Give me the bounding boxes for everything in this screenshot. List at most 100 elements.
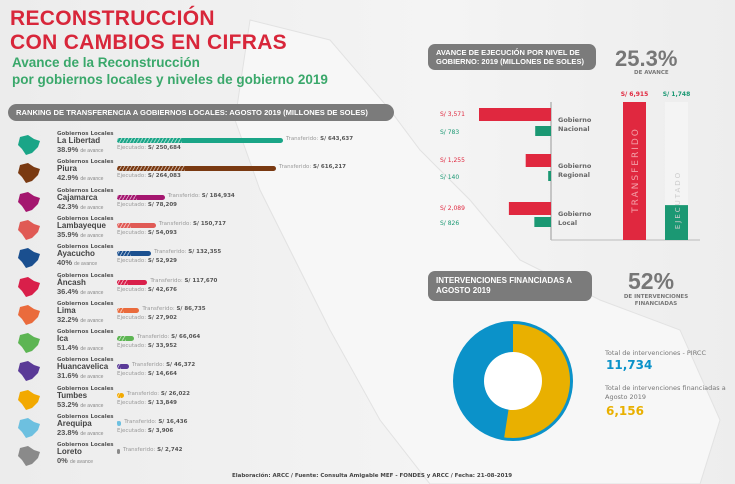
ejecutado-label: Ejecutado: S/ 42,676 (117, 286, 177, 293)
title-line1: RECONSTRUCCIÓN (10, 7, 215, 30)
region-name: Ayacucho (57, 249, 95, 259)
avance-label: DE AVANCE (634, 70, 669, 76)
group-label: Gobiernos Locales (57, 442, 114, 449)
ranking-row: Gobiernos Locales Lima 32.2% de avance T… (14, 301, 414, 330)
total-bar-label: TRANSFERIDO (631, 127, 641, 214)
transferido-label: Transferido: S/ 2,742 (123, 447, 183, 454)
avance-percent: 42.3% de avance (57, 201, 104, 211)
region-map-icon (18, 163, 40, 184)
transferido-label: Transferido: S/ 86,735 (142, 305, 206, 312)
financed-value: 6,156 (606, 404, 644, 418)
region-name: Cajamarca (57, 192, 98, 202)
avance-percent: 35.9% de avance (57, 229, 104, 239)
level-bar-label: S/ 783 (440, 129, 459, 136)
transferido-label: Transferido: S/ 46,372 (131, 362, 196, 369)
ranking-row: Gobiernos Locales Piura 42.9% de avance … (14, 159, 414, 188)
transferido-label: Transferido: S/ 616,217 (278, 164, 346, 171)
level-label: Regional (558, 171, 590, 179)
avance-percent: 25.3% (615, 46, 678, 71)
ejecutado-bar (117, 251, 131, 257)
ejecutado-label: Ejecutado: S/ 264,083 (117, 173, 181, 180)
region-name: La Libertad (57, 136, 101, 145)
avance-percent: 40% de avance (57, 258, 98, 268)
region-map-icon (18, 361, 40, 382)
region-name: Piura (57, 164, 78, 174)
ranking-row: Gobiernos Locales Cajamarca 42.3% de ava… (14, 188, 414, 217)
ranking-row: Gobiernos Locales Arequipa 23.8% de avan… (14, 414, 414, 443)
ejecutado-bar (117, 364, 121, 370)
ejecutado-bar (117, 336, 126, 342)
donut-hole (484, 352, 542, 410)
level-bar-ejecutado (534, 217, 551, 227)
ranking-row: Gobiernos Locales Áncash 36.4% de avance… (14, 273, 414, 302)
total-bar-value: S/ 1,748 (663, 91, 691, 98)
interventions-donut (453, 321, 573, 441)
ejecutado-label: Ejecutado: S/ 54,093 (117, 229, 177, 236)
ejecutado-bar (117, 421, 118, 426)
subtitle: Avance de la Reconstrucción por gobiernos… (12, 55, 328, 87)
ejecutado-bar (117, 222, 131, 228)
interventions-title: INTERVENCIONES FINANCIADAS A AGOSTO 2019 (428, 271, 592, 301)
interventions-percent-label: DE INTERVENCIONES FINANCIADAS (623, 294, 689, 307)
total-bar-label: EJECUTADO (674, 171, 682, 229)
interventions-percent: 52% (628, 268, 675, 294)
level-label: Gobierno (558, 210, 592, 218)
avance-percent: 53.2% de avance (57, 399, 104, 409)
level-bar-label: S/ 1,255 (440, 157, 465, 164)
region-name: Huancavelica (57, 362, 109, 372)
title-line2: CON CAMBIOS EN CIFRAS (10, 31, 287, 54)
group-label: Gobiernos Locales (57, 357, 114, 364)
avance-percent: 31.6% de avance (57, 371, 104, 381)
total-bar-ejecutado (665, 205, 688, 240)
transferido-label: Transferido: S/ 66,064 (137, 334, 201, 341)
transferido-label: Transferido: S/ 643,637 (286, 136, 354, 142)
avance-percent: 51.4% de avance (57, 343, 104, 353)
region-map-icon (18, 418, 40, 438)
group-label: Gobiernos Locales (57, 215, 114, 222)
ejecutado-bar (117, 194, 138, 200)
group-label: Gobiernos Locales (57, 159, 114, 166)
footer-source: Elaboración: ARCC / Fuente: Consulta Ami… (232, 473, 513, 479)
transferido-bar (117, 336, 135, 342)
region-map-icon (18, 389, 40, 410)
transferido-bar (117, 307, 140, 313)
region-name: Lima (57, 305, 76, 315)
transferido-bar (117, 166, 276, 172)
ejecutado-label: Ejecutado: S/ 52,929 (117, 258, 177, 265)
level-bar-transferido (508, 202, 551, 215)
transferido-bar (117, 251, 152, 257)
ranking-row: Gobiernos Locales Ica 51.4% de avance Tr… (14, 329, 414, 358)
ranking-row: Gobiernos Locales Lambayeque 35.9% de av… (14, 216, 414, 245)
avance-percent: 23.8% de avance (57, 428, 104, 437)
group-label: Gobiernos Locales (57, 414, 114, 420)
level-label: Gobierno (558, 162, 592, 170)
transferido-bar (117, 364, 129, 370)
ranking-row: Gobiernos Locales Huancavelica 31.6% de … (14, 357, 414, 386)
group-label: Gobiernos Locales (57, 272, 114, 279)
transferido-label: Transferido: S/ 16,436 (124, 419, 188, 425)
region-map-icon (18, 135, 40, 155)
transferido-bar (117, 194, 165, 200)
transferido-label: Transferido: S/ 184,934 (167, 192, 235, 199)
level-bar-transferido (479, 108, 551, 121)
ejecutado-bar (117, 138, 182, 143)
region-name: Lambayeque (57, 220, 106, 230)
region-map-icon (18, 248, 40, 269)
group-label: Gobiernos Locales (57, 131, 114, 137)
level-label: Local (558, 219, 577, 227)
region-name: Tumbes (57, 390, 88, 400)
ejecutado-label: Ejecutado: S/ 250,684 (117, 145, 181, 151)
ranking-row: Gobiernos Locales Loreto 0% de avance Tr… (14, 442, 414, 471)
region-name: Loreto (57, 447, 82, 457)
group-label: Gobiernos Locales (57, 187, 114, 194)
total-bar-transferido (623, 102, 646, 240)
transferido-label: Transferido: S/ 26,022 (126, 390, 190, 397)
avance-percent: 38.9% de avance (57, 145, 104, 154)
ejecutado-label: Ejecutado: S/ 13,849 (117, 399, 177, 406)
ejecutado-track (665, 102, 688, 206)
total-bar-value: S/ 6,915 (621, 91, 649, 98)
region-map-icon (18, 276, 40, 297)
ejecutado-label: Ejecutado: S/ 78,209 (117, 201, 177, 208)
group-label: Gobiernos Locales (57, 385, 114, 392)
